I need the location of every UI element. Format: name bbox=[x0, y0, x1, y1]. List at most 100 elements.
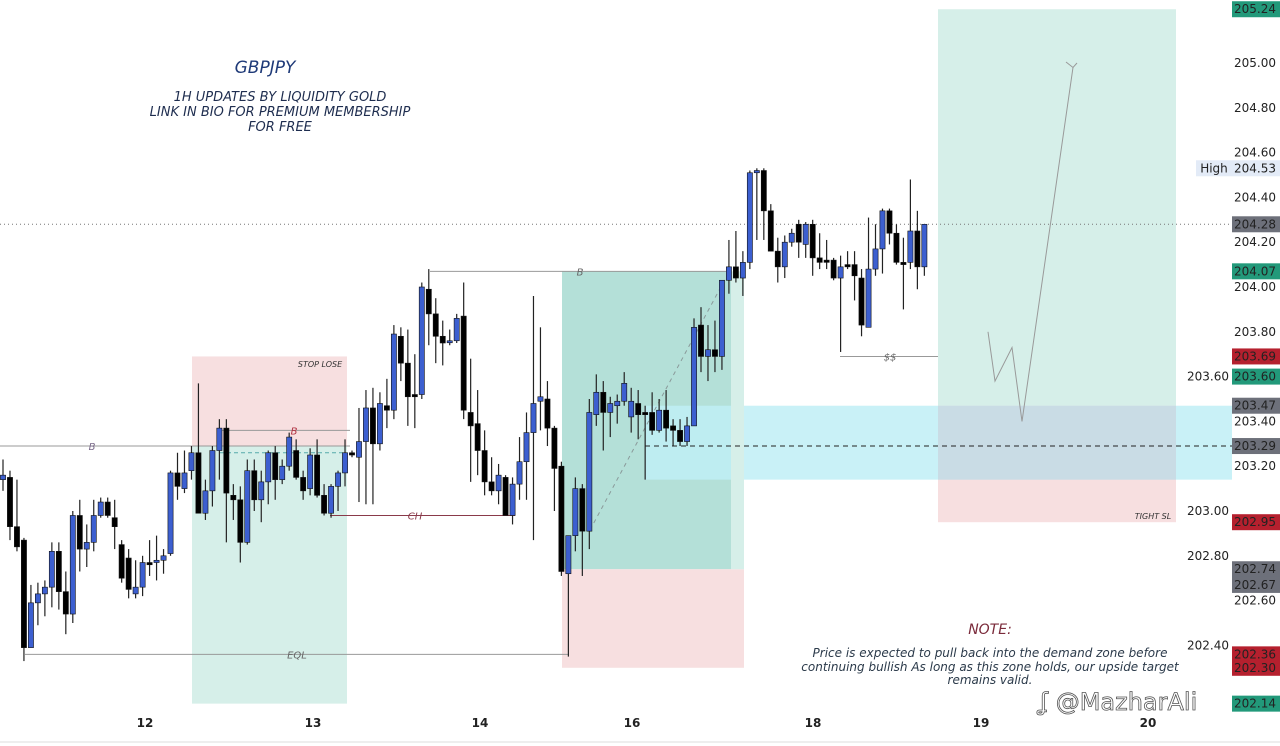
bearish-candle bbox=[55, 542, 62, 610]
price-badge-text: 202.74 bbox=[1234, 562, 1276, 576]
candle-body bbox=[712, 349, 718, 357]
equal-lows-line-label: EQL bbox=[287, 650, 307, 661]
bullish-candle bbox=[879, 208, 886, 274]
bullish-candle bbox=[139, 555, 146, 597]
price-badge bbox=[1232, 397, 1280, 414]
candle-body bbox=[907, 230, 914, 263]
candle-body bbox=[593, 391, 600, 415]
candle-body bbox=[802, 223, 809, 245]
note-line: remains valid. bbox=[947, 673, 1033, 687]
price-badge-text: 202.36 bbox=[1234, 647, 1276, 661]
bullish-candle bbox=[872, 224, 879, 276]
candle-body bbox=[349, 452, 355, 456]
price-badge-text: 203.60 bbox=[1234, 370, 1276, 384]
candle-body bbox=[502, 477, 509, 516]
bullish-candle bbox=[188, 446, 195, 480]
candle-body bbox=[670, 425, 676, 431]
candle-body bbox=[656, 409, 663, 431]
bearish-candle bbox=[858, 269, 865, 337]
price-badge bbox=[1232, 561, 1280, 578]
bearish-candle bbox=[544, 381, 551, 447]
bearish-candle bbox=[698, 307, 704, 373]
bearish-candle bbox=[146, 540, 153, 576]
bearish-candle bbox=[551, 425, 558, 511]
bearish-candle bbox=[125, 549, 132, 599]
candle-body bbox=[272, 452, 279, 480]
candle-body bbox=[363, 407, 369, 442]
price-badge bbox=[1232, 659, 1280, 676]
bullish-candle bbox=[781, 235, 788, 279]
bullish-candle bbox=[586, 399, 593, 550]
candle-body bbox=[14, 526, 20, 548]
candle-body bbox=[76, 515, 83, 550]
bearish-candle bbox=[830, 257, 837, 281]
candle-body bbox=[404, 362, 411, 398]
candle-body bbox=[237, 499, 244, 543]
bullish-candle bbox=[41, 580, 48, 617]
candle-body bbox=[474, 423, 481, 451]
bearish-candle bbox=[404, 329, 411, 426]
tight-sl-label: TIGHT SL bbox=[1135, 512, 1171, 521]
bullish-candle bbox=[265, 450, 272, 505]
bullish-candle bbox=[90, 499, 97, 552]
candle-body bbox=[293, 450, 300, 478]
x-tick-label: 16 bbox=[624, 716, 641, 730]
y-tick-label: 203.60 bbox=[1187, 370, 1229, 384]
candle-body bbox=[223, 427, 230, 494]
bearish-candle bbox=[774, 237, 781, 283]
price-badge bbox=[1232, 438, 1280, 455]
candle-body bbox=[774, 250, 781, 268]
candle-body bbox=[586, 412, 593, 532]
candle-body bbox=[467, 412, 474, 427]
bullish-candle bbox=[739, 251, 746, 296]
candle-body bbox=[0, 474, 6, 480]
bullish-candle bbox=[453, 313, 460, 343]
bullish-candle bbox=[34, 582, 41, 626]
y-tick-label: 204.60 bbox=[1234, 146, 1276, 160]
candle-body bbox=[649, 412, 656, 431]
candle-body bbox=[104, 501, 111, 516]
candle-body bbox=[886, 210, 893, 234]
bullish-candle bbox=[719, 279, 725, 370]
candle-body bbox=[523, 432, 530, 463]
bullish-candle bbox=[28, 584, 34, 648]
candle-body bbox=[753, 170, 760, 174]
candle-body bbox=[781, 241, 788, 268]
bullish-candle bbox=[97, 497, 104, 518]
bearish-candle bbox=[111, 499, 118, 550]
candle-body bbox=[251, 470, 258, 501]
candle-body bbox=[209, 450, 216, 492]
y-tick-label: 203.80 bbox=[1234, 325, 1276, 339]
bearish-candle bbox=[900, 237, 907, 310]
bearish-candle bbox=[383, 378, 390, 429]
candle-body bbox=[446, 340, 453, 344]
bearish-candle bbox=[809, 219, 816, 276]
price-badge-text: 202.30 bbox=[1234, 661, 1276, 675]
candle-body bbox=[795, 223, 802, 243]
candle-body bbox=[572, 488, 579, 536]
price-badge-text: 202.14 bbox=[1234, 697, 1276, 711]
candle-body bbox=[460, 315, 467, 411]
bearish-candle bbox=[712, 320, 718, 373]
high-label: High bbox=[1200, 161, 1228, 175]
x-tick-label: 20 bbox=[1140, 716, 1157, 730]
bearish-candle bbox=[474, 390, 481, 476]
bullish-candle bbox=[865, 217, 872, 328]
bearish-candle bbox=[21, 537, 27, 662]
change-of-character-line-label: CH bbox=[408, 511, 423, 522]
bearish-candle bbox=[223, 419, 230, 543]
candle-body bbox=[600, 391, 607, 413]
candle-body bbox=[160, 555, 167, 561]
bearish-candle bbox=[649, 392, 656, 435]
candle-body bbox=[921, 223, 928, 268]
candle-body bbox=[558, 465, 565, 572]
chart-title: GBPJPY bbox=[234, 58, 296, 78]
price-badge bbox=[1232, 646, 1280, 663]
price-badge bbox=[1232, 576, 1280, 593]
subtitle-line: 1H UPDATES BY LIQUIDITY GOLD bbox=[173, 90, 387, 105]
candle-body bbox=[614, 400, 621, 407]
bearish-candle bbox=[237, 486, 244, 563]
bullish-candle bbox=[0, 459, 6, 491]
note-text: Price is expected to pull back into the … bbox=[785, 646, 1195, 688]
